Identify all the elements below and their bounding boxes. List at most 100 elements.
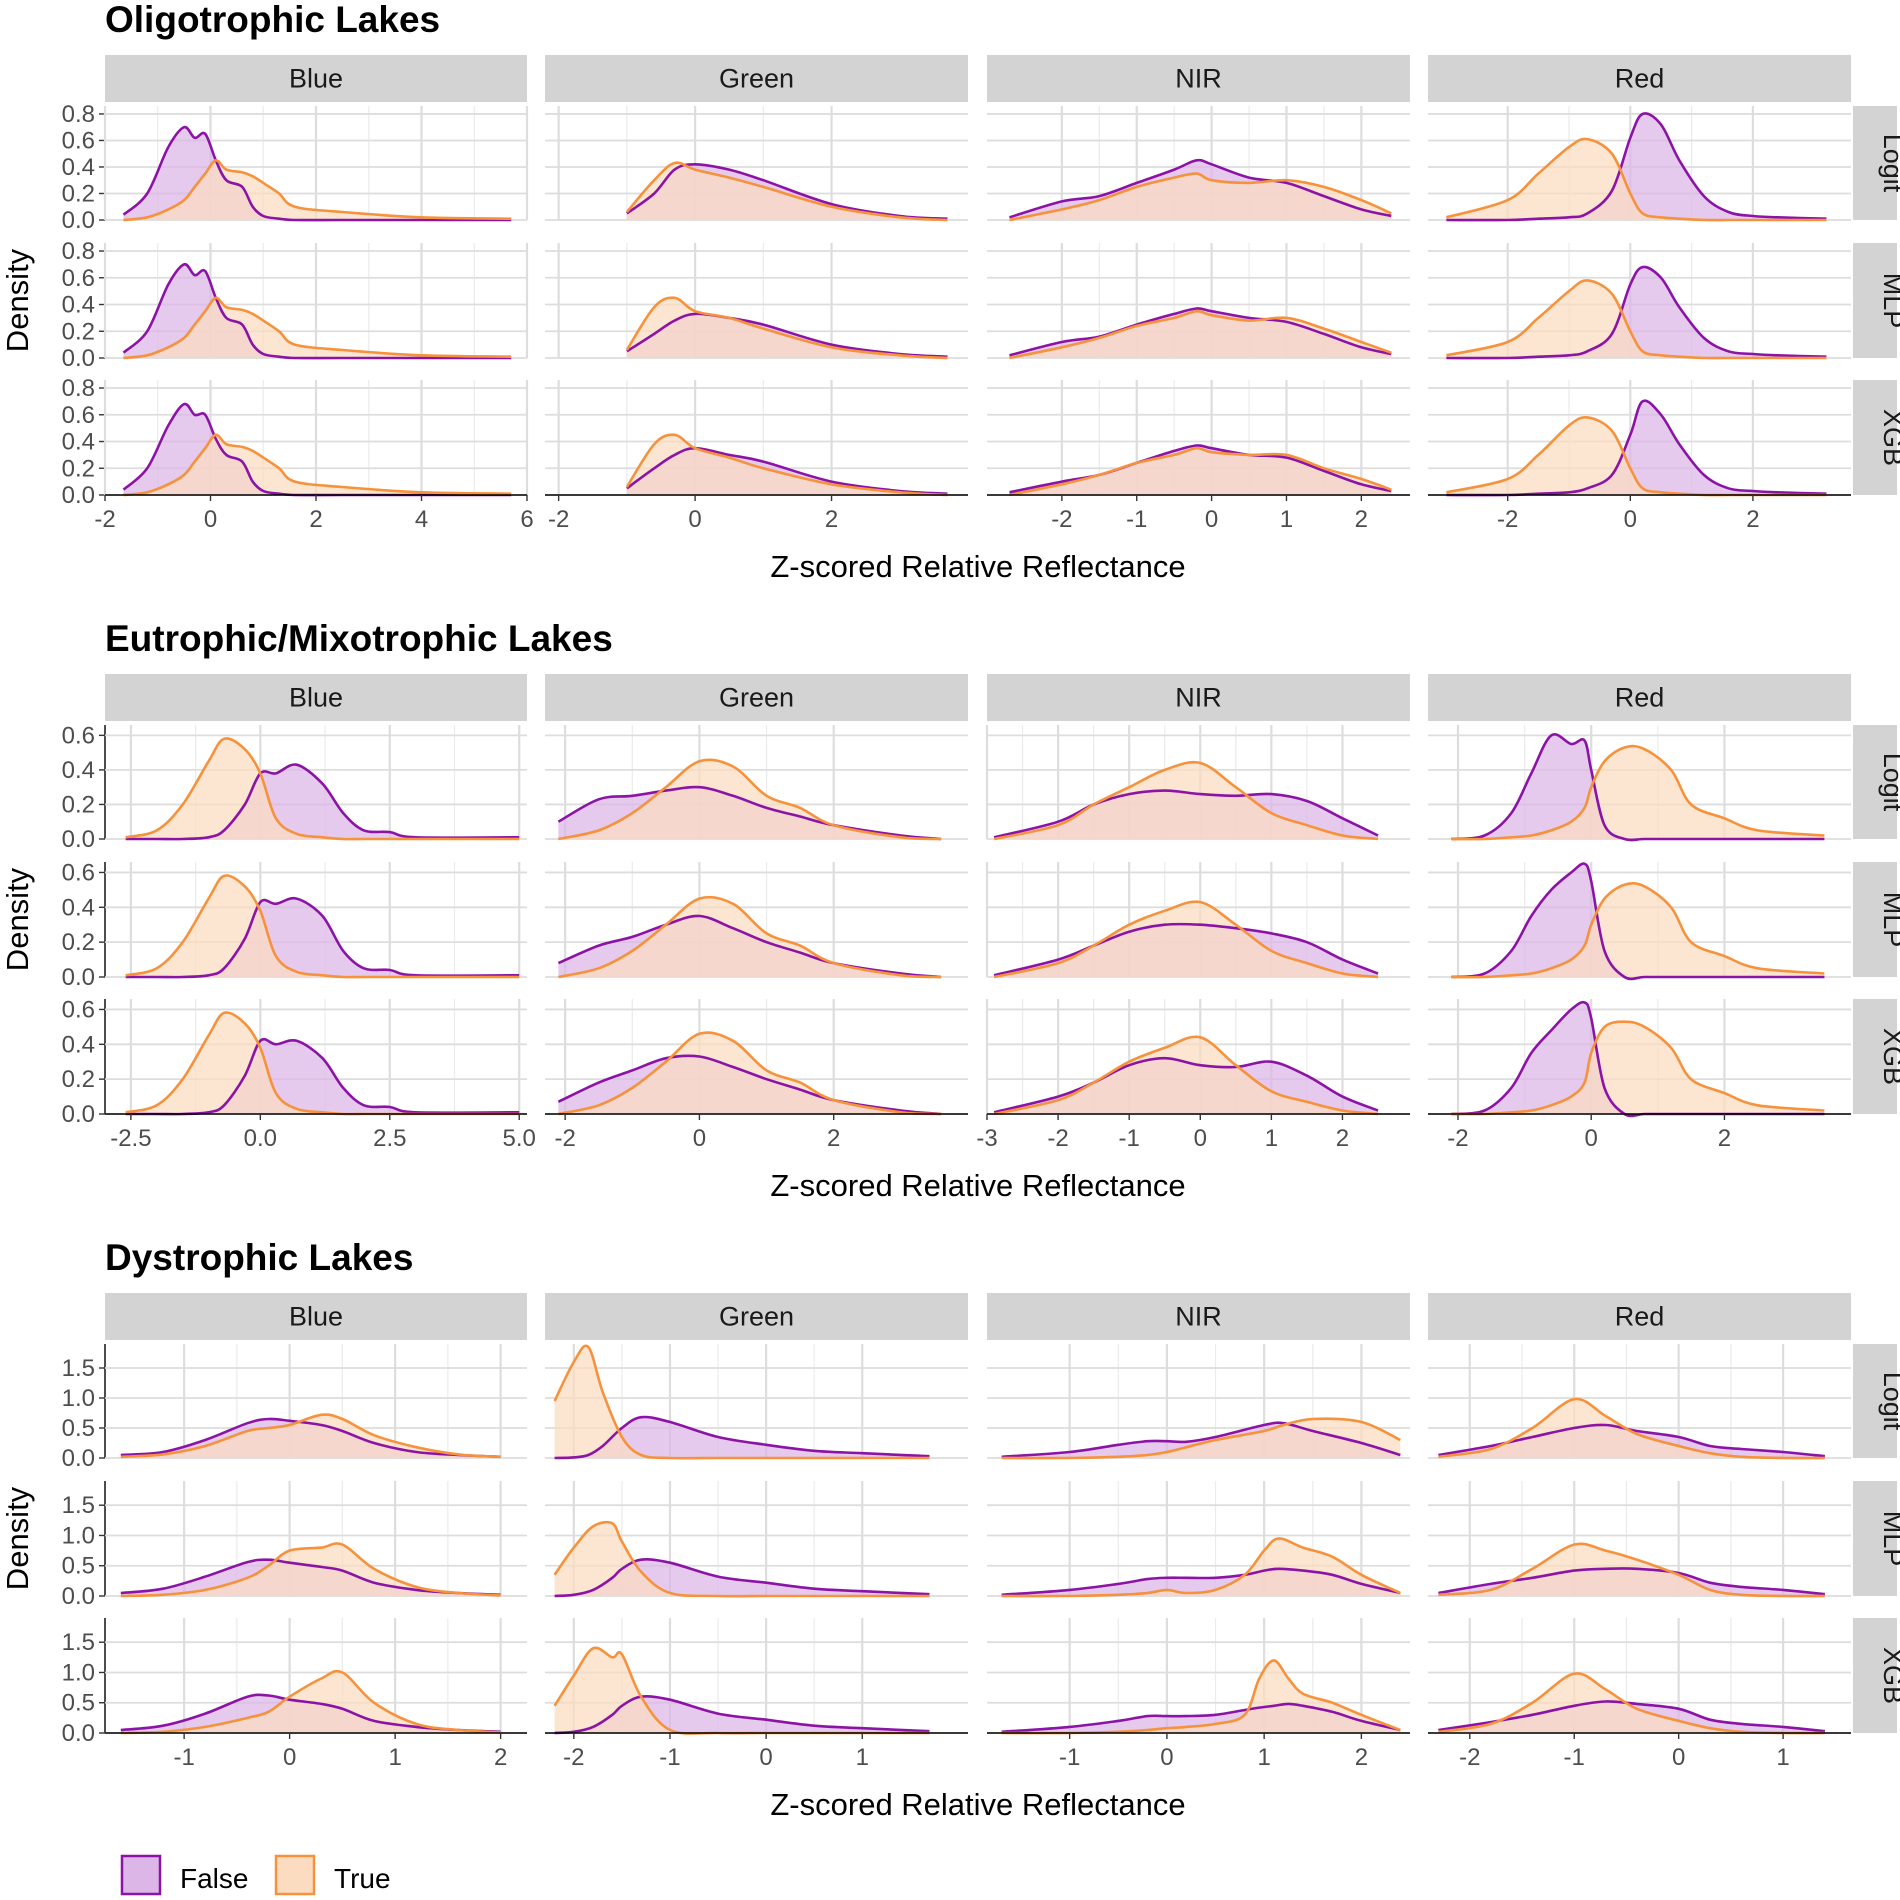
x-tick-label: 1 (1265, 1125, 1278, 1152)
x-axis-title: Z-scored Relative Reflectance (770, 549, 1185, 584)
panel-nir-xgb (985, 999, 1410, 1116)
density-line-true (993, 900, 1379, 979)
density-area-true (994, 1036, 1378, 1114)
x-tick-label: 2 (1336, 1125, 1349, 1152)
x-tick-label: 2 (1355, 1744, 1368, 1771)
y-tick-label: 0.6 (62, 127, 95, 154)
x-tick-label: 0 (1194, 1125, 1207, 1152)
density-line-true (1001, 1659, 1401, 1735)
density-line-false (1446, 399, 1827, 497)
density-area-true (1446, 280, 1827, 359)
x-tick-label: -2 (1447, 1125, 1468, 1152)
x-tick-label: 2 (494, 1744, 507, 1771)
panel-nir-logit (987, 1344, 1410, 1460)
density-area-true (1009, 311, 1392, 358)
density-area-false (554, 1416, 930, 1458)
strip-blue (105, 674, 527, 721)
panel-green-xgb (545, 999, 968, 1116)
panel-nir-xgb (987, 380, 1410, 497)
y-tick-label: 0.6 (62, 722, 95, 749)
density-line-true (1451, 744, 1825, 841)
density-line-true (120, 1542, 501, 1598)
x-tick-label: -2 (94, 506, 115, 533)
density-line-true (123, 433, 512, 497)
y-tick-label: 0.0 (62, 345, 95, 372)
panel-blue-logit (105, 725, 527, 841)
density-area-true (554, 1647, 930, 1734)
density-line-false (1438, 1423, 1826, 1458)
x-tick-label: 1 (388, 1744, 401, 1771)
strip-label: Red (1615, 1302, 1665, 1332)
x-tick-label: -2 (1459, 1744, 1480, 1771)
panel-blue-logit (103, 106, 529, 222)
strip-label: Green (719, 1302, 794, 1332)
panel-blue-mlp (103, 243, 529, 360)
density-area-true (1001, 1538, 1401, 1597)
x-tick-label: 2 (309, 506, 322, 533)
x-tick-label: -1 (1059, 1744, 1080, 1771)
density-area-false (1446, 113, 1827, 221)
density-line-true (120, 1413, 501, 1459)
strip-label: Blue (289, 1302, 343, 1332)
block-title: Oligotrophic Lakes (105, 0, 440, 40)
density-area-true (120, 1543, 501, 1596)
y-tick-label: 0.0 (62, 1720, 95, 1747)
strip-label: Blue (289, 64, 343, 94)
strip-label: MLP (1878, 1511, 1900, 1567)
strip-red (1428, 674, 1851, 721)
y-tick-label: 0.2 (62, 929, 95, 956)
density-area-true (1446, 138, 1827, 221)
strip-nir (987, 55, 1410, 102)
x-tick-label: 0 (204, 506, 217, 533)
strip-label: XGB (1878, 1028, 1900, 1085)
strip-nir (987, 1293, 1410, 1340)
block-title: Eutrophic/Mixotrophic Lakes (105, 618, 613, 659)
density-line-true (993, 1035, 1379, 1116)
y-tick-label: 0.6 (62, 402, 95, 429)
chart-block-3: Dystrophic Lakes Blue Green NIR Red Logit MLP X… (0, 1237, 1900, 1822)
y-tick-label: 0.4 (62, 1031, 95, 1058)
density-area-true (123, 160, 512, 220)
x-tick-label: 2 (825, 506, 838, 533)
density-line-true (1001, 1417, 1401, 1460)
x-tick-label: 0.0 (244, 1125, 277, 1152)
density-area-true (558, 897, 942, 977)
panel-green-mlp (545, 862, 968, 979)
y-tick-label: 0.0 (62, 207, 95, 234)
panel-red-mlp (1428, 243, 1851, 360)
density-area-false (1451, 734, 1825, 841)
panel-green-xgb (545, 380, 968, 497)
density-area-true (1438, 1673, 1825, 1734)
strip-red (1428, 1293, 1851, 1340)
x-tick-label: 6 (520, 506, 533, 533)
panel-green-mlp (545, 1481, 968, 1598)
density-area-true (626, 297, 948, 358)
y-tick-label: 1.5 (62, 1629, 95, 1656)
y-tick-label: 0.0 (62, 482, 95, 509)
x-axis-title: Z-scored Relative Reflectance (770, 1168, 1185, 1203)
density-line-true (558, 1031, 942, 1116)
density-area-true (1451, 1021, 1825, 1115)
panel-red-logit (1428, 106, 1851, 222)
density-line-true (120, 1669, 501, 1735)
chart-block-1: Oligotrophic Lakes Blue Green NIR Red Logit ML… (0, 0, 1900, 584)
x-tick-label: 0 (1160, 1744, 1173, 1771)
strip-red (1428, 55, 1851, 102)
density-area-true (125, 738, 520, 840)
panel-blue-xgb (105, 1618, 527, 1735)
strip-green (545, 674, 968, 721)
density-line-true (993, 760, 1379, 841)
y-tick-label: 0.4 (62, 154, 95, 181)
y-tick-label: 0.4 (62, 292, 95, 319)
density-line-false (1438, 1567, 1826, 1596)
x-tick-label: 2.5 (373, 1125, 406, 1152)
x-tick-label: 5.0 (503, 1125, 536, 1152)
panel-nir-mlp (985, 862, 1410, 979)
panel-blue-mlp (105, 1481, 527, 1598)
y-tick-label: 0.0 (62, 826, 95, 853)
density-area-true (123, 297, 512, 358)
panel-green-xgb (545, 1618, 968, 1735)
density-line-true (558, 758, 942, 841)
panel-nir-xgb (987, 1618, 1410, 1735)
panel-red-xgb (1428, 380, 1851, 497)
